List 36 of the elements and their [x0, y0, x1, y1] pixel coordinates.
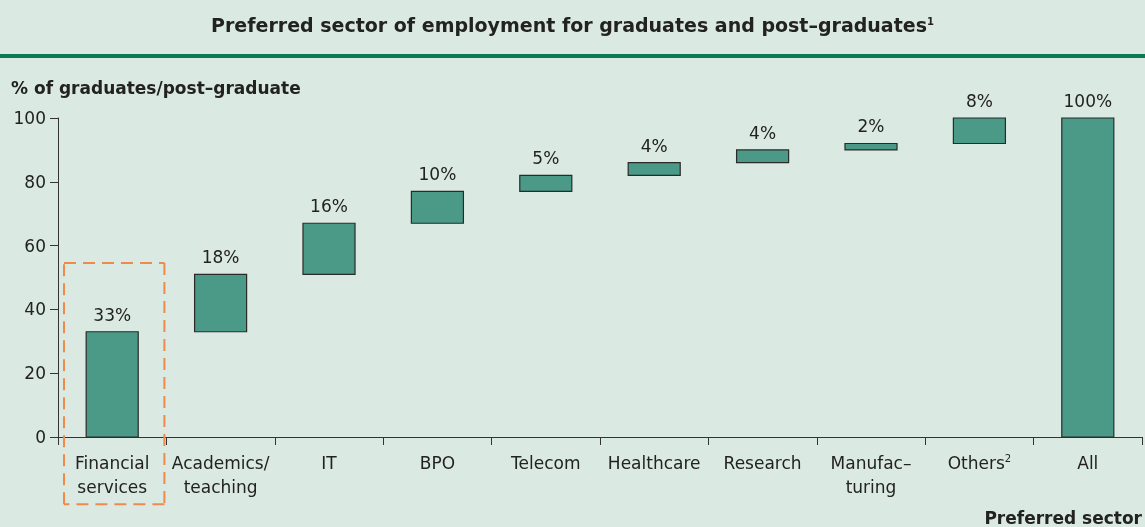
bar: [302, 222, 356, 275]
bar: [844, 142, 898, 151]
y-tick-label: 20: [24, 363, 46, 384]
data-label: 2%: [857, 116, 885, 137]
y-tick-label: 40: [24, 299, 46, 320]
x-tick-label: Financial services: [74, 453, 150, 497]
data-label: 10%: [418, 164, 457, 185]
bar: [410, 190, 465, 224]
x-tick-label: Manufac– turing: [830, 453, 912, 497]
y-tick-label: 100: [13, 108, 46, 128]
x-tick-label: Healthcare: [607, 453, 701, 473]
data-label: 33%: [93, 304, 132, 325]
x-tick-label: Academics/ teaching: [171, 453, 270, 497]
bar: [627, 162, 681, 177]
chart-title: Preferred sector of employment for graduates and post–graduates$^{1}$: [210, 14, 935, 36]
y-tick-label: 60: [24, 235, 46, 256]
data-label: 4%: [640, 135, 668, 156]
bar: [952, 117, 1007, 145]
y-axis-title: % of graduates/post–graduate: [11, 77, 301, 98]
bar: [193, 273, 248, 333]
data-label: 16%: [310, 196, 348, 217]
x-axis-title: Preferred sector: [984, 507, 1143, 527]
y-tick-label: 0: [35, 427, 46, 447]
x-tick-label: IT: [321, 453, 338, 473]
data-label: 18%: [201, 247, 240, 268]
x-tick-label: All: [1077, 453, 1099, 473]
data-label: 4%: [749, 122, 777, 143]
data-label: 8%: [965, 90, 993, 111]
x-tick-label: BPO: [419, 453, 456, 473]
x-tick-label: Telecom: [510, 453, 581, 473]
x-tick-label: Research: [723, 453, 802, 473]
data-label: 100%: [1063, 90, 1113, 111]
bar: [519, 174, 573, 192]
bar: [735, 149, 790, 164]
data-label: 5%: [532, 148, 560, 169]
y-tick-label: 80: [24, 171, 46, 192]
